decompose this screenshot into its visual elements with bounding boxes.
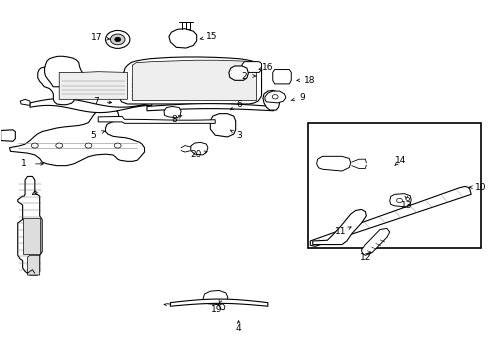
- Circle shape: [272, 95, 278, 99]
- Text: 2: 2: [241, 72, 247, 81]
- Polygon shape: [228, 66, 248, 80]
- Polygon shape: [210, 114, 235, 137]
- Polygon shape: [9, 109, 144, 166]
- Polygon shape: [98, 117, 215, 123]
- Polygon shape: [263, 90, 279, 110]
- Polygon shape: [242, 62, 261, 72]
- Polygon shape: [170, 299, 267, 306]
- Polygon shape: [44, 56, 261, 104]
- Circle shape: [85, 143, 92, 148]
- Polygon shape: [20, 99, 30, 105]
- Text: 18: 18: [303, 76, 314, 85]
- Polygon shape: [316, 156, 350, 171]
- Text: 3: 3: [236, 131, 242, 140]
- Polygon shape: [190, 142, 207, 155]
- Polygon shape: [0, 130, 15, 141]
- Text: 1: 1: [21, 159, 27, 168]
- Circle shape: [56, 143, 62, 148]
- Circle shape: [114, 143, 121, 148]
- Polygon shape: [310, 186, 470, 246]
- Text: 12: 12: [359, 253, 370, 262]
- Text: 8: 8: [171, 114, 177, 123]
- Text: 14: 14: [394, 156, 406, 165]
- Text: 6: 6: [236, 100, 242, 109]
- Circle shape: [110, 34, 125, 45]
- Text: 17: 17: [90, 33, 102, 42]
- Polygon shape: [18, 176, 42, 275]
- Circle shape: [105, 31, 130, 48]
- Bar: [307, 123, 480, 248]
- Polygon shape: [312, 210, 366, 244]
- Polygon shape: [147, 104, 273, 111]
- Polygon shape: [389, 194, 410, 207]
- Text: 16: 16: [262, 63, 273, 72]
- Circle shape: [115, 37, 121, 41]
- Circle shape: [31, 143, 38, 148]
- Text: 10: 10: [474, 183, 486, 192]
- Circle shape: [405, 198, 409, 201]
- Text: 13: 13: [400, 201, 411, 210]
- Text: 7: 7: [93, 96, 99, 105]
- Text: 19: 19: [210, 305, 222, 314]
- Polygon shape: [22, 218, 40, 253]
- Polygon shape: [168, 29, 196, 48]
- Polygon shape: [272, 69, 291, 84]
- Polygon shape: [163, 107, 181, 118]
- Text: 11: 11: [335, 228, 346, 237]
- Polygon shape: [203, 291, 227, 305]
- Polygon shape: [361, 228, 389, 255]
- Text: 15: 15: [205, 32, 217, 41]
- Text: 5: 5: [90, 131, 96, 140]
- Polygon shape: [264, 91, 285, 103]
- Text: 20: 20: [190, 150, 201, 159]
- Polygon shape: [132, 60, 256, 100]
- Text: 4: 4: [235, 324, 241, 333]
- Text: 9: 9: [299, 93, 304, 102]
- Polygon shape: [59, 72, 127, 99]
- Polygon shape: [38, 67, 114, 105]
- Polygon shape: [27, 255, 40, 275]
- Circle shape: [396, 198, 402, 203]
- Polygon shape: [30, 99, 151, 113]
